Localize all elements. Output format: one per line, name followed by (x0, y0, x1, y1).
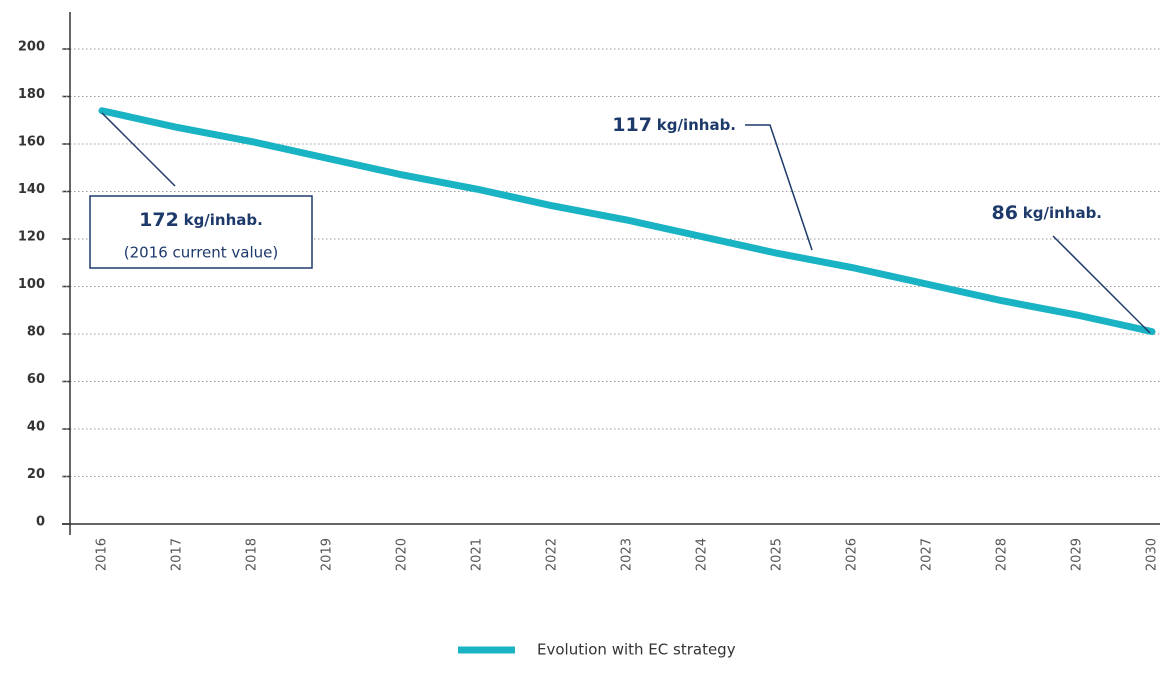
annotation-box (89, 195, 313, 269)
legend-label: Evolution with EC strategy (537, 641, 736, 659)
x-tick-label: 2023 (620, 538, 635, 571)
x-tick-label: 2024 (695, 538, 710, 571)
y-tick-label: 40 (27, 420, 45, 435)
x-tick-label: 2030 (1145, 538, 1160, 571)
annotation-unit: kg/inhab. (657, 116, 736, 134)
annotation-text: 117 kg/inhab. (612, 114, 736, 136)
annotation-number: 172 (139, 209, 179, 231)
y-tick-label: 0 (36, 515, 45, 530)
x-tick-label: 2021 (470, 538, 485, 571)
x-tick-label: 2027 (920, 538, 935, 571)
annotation-86: 86 kg/inhab. (992, 202, 1151, 334)
y-tick-label: 20 (27, 467, 45, 482)
annotation-text: 86 kg/inhab. (992, 202, 1102, 224)
leader-line (1052, 235, 1151, 334)
x-tick-label: 2026 (845, 538, 860, 571)
x-tick-label: 2029 (1070, 538, 1085, 571)
x-tick-label: 2018 (245, 538, 260, 571)
annotation-number: 117 (612, 114, 652, 136)
annotation-note: (2016 current value) (124, 244, 279, 262)
y-tick-label: 160 (18, 135, 45, 150)
annotation-number: 86 (992, 202, 1018, 224)
annotation-172: 172 kg/inhab. (2016 current value) (89, 112, 313, 269)
y-tick-label: 140 (18, 182, 45, 197)
x-tick-label: 2019 (320, 538, 335, 571)
y-tick-label: 80 (27, 325, 45, 340)
annotation-unit: kg/inhab. (184, 211, 263, 229)
leader-line (745, 124, 813, 251)
y-tick-label: 120 (18, 230, 45, 245)
annotation-text: 172 kg/inhab. (139, 209, 263, 231)
x-tick-label: 2016 (95, 538, 110, 571)
y-tick-label: 100 (18, 277, 45, 292)
y-tick-label: 60 (27, 372, 45, 387)
annotation-117: 117 kg/inhab. (612, 114, 813, 251)
leader-line (101, 112, 176, 187)
x-tick-label: 2017 (170, 538, 185, 571)
y-tick-label: 200 (18, 40, 45, 55)
annotation-unit: kg/inhab. (1023, 204, 1102, 222)
x-tick-label: 2028 (995, 538, 1010, 571)
x-tick-label: 2020 (395, 538, 410, 571)
x-tick-label: 2025 (770, 538, 785, 571)
data-line (98, 107, 1156, 336)
x-tick-label: 2022 (545, 538, 560, 571)
y-tick-label: 180 (18, 87, 45, 102)
